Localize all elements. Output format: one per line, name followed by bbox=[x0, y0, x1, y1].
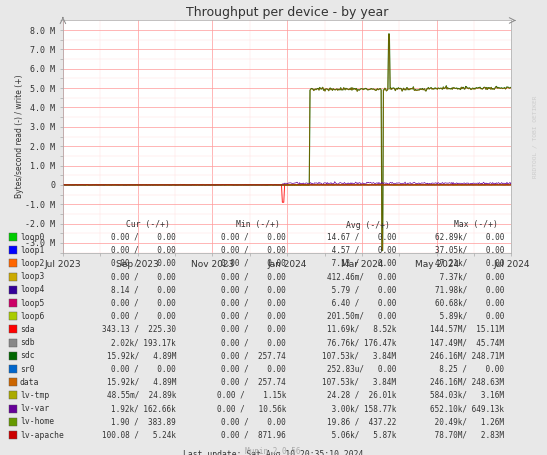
Text: 78.70M/   2.83M: 78.70M/ 2.83M bbox=[430, 430, 504, 440]
Text: 0.00 /    0.00: 0.00 / 0.00 bbox=[221, 259, 286, 268]
Text: 4.57 /    0.00: 4.57 / 0.00 bbox=[327, 246, 396, 255]
Text: 0.00 /    0.00: 0.00 / 0.00 bbox=[111, 364, 176, 374]
Text: 0.00 /    1.15k: 0.00 / 1.15k bbox=[217, 391, 286, 400]
Text: 100.08 /   5.24k: 100.08 / 5.24k bbox=[102, 430, 176, 440]
Text: 60.68k/    0.00: 60.68k/ 0.00 bbox=[435, 298, 504, 308]
Text: 1.92k/ 162.66k: 1.92k/ 162.66k bbox=[111, 404, 176, 413]
Text: 5.79 /    0.00: 5.79 / 0.00 bbox=[327, 285, 396, 294]
Text: 8.25 /    0.00: 8.25 / 0.00 bbox=[430, 364, 504, 374]
Text: 0.00 /    0.00: 0.00 / 0.00 bbox=[221, 325, 286, 334]
Text: 147.49M/  45.74M: 147.49M/ 45.74M bbox=[430, 338, 504, 347]
Text: 0.00 /    0.00: 0.00 / 0.00 bbox=[221, 285, 286, 294]
Text: 0.00 /    0.00: 0.00 / 0.00 bbox=[221, 312, 286, 321]
Text: lv-tmp: lv-tmp bbox=[20, 391, 49, 400]
Text: sda: sda bbox=[20, 325, 34, 334]
Text: 7.37k/    0.00: 7.37k/ 0.00 bbox=[435, 272, 504, 281]
Y-axis label: Bytes/second read (-) / write (+): Bytes/second read (-) / write (+) bbox=[15, 75, 24, 198]
Text: 0.00 /    0.00: 0.00 / 0.00 bbox=[111, 272, 176, 281]
Text: loop4: loop4 bbox=[20, 285, 44, 294]
Text: loop6: loop6 bbox=[20, 312, 44, 321]
Text: lv-home: lv-home bbox=[20, 417, 54, 426]
Title: Throughput per device - by year: Throughput per device - by year bbox=[186, 6, 388, 19]
Text: 3.00k/ 158.77k: 3.00k/ 158.77k bbox=[327, 404, 396, 413]
Text: 343.13 /  225.30: 343.13 / 225.30 bbox=[102, 325, 176, 334]
Text: 0.00 /  257.74: 0.00 / 257.74 bbox=[221, 378, 286, 387]
Text: 0.00 /    0.00: 0.00 / 0.00 bbox=[111, 259, 176, 268]
Text: 19.86 /  437.22: 19.86 / 437.22 bbox=[327, 417, 396, 426]
Text: 20.49k/   1.26M: 20.49k/ 1.26M bbox=[430, 417, 504, 426]
Text: 11.69k/   8.52k: 11.69k/ 8.52k bbox=[327, 325, 396, 334]
Text: 0.00 /    0.00: 0.00 / 0.00 bbox=[111, 298, 176, 308]
Text: 37.05k/    0.00: 37.05k/ 0.00 bbox=[435, 246, 504, 255]
Text: loop0: loop0 bbox=[20, 233, 44, 242]
Text: 47.21k/    0.00: 47.21k/ 0.00 bbox=[435, 259, 504, 268]
Text: 0.00 /  257.74: 0.00 / 257.74 bbox=[221, 351, 286, 360]
Text: 107.53k/   3.84M: 107.53k/ 3.84M bbox=[322, 378, 396, 387]
Text: 0.00 /    0.00: 0.00 / 0.00 bbox=[221, 298, 286, 308]
Text: 246.16M/ 248.63M: 246.16M/ 248.63M bbox=[430, 378, 504, 387]
Text: 0.00 /   10.56k: 0.00 / 10.56k bbox=[217, 404, 286, 413]
Text: 201.50m/   0.00: 201.50m/ 0.00 bbox=[327, 312, 396, 321]
Text: 144.57M/  15.11M: 144.57M/ 15.11M bbox=[430, 325, 504, 334]
Text: 652.10k/ 649.13k: 652.10k/ 649.13k bbox=[430, 404, 504, 413]
Text: Munin 2.0.56: Munin 2.0.56 bbox=[245, 446, 301, 455]
Text: lv-var: lv-var bbox=[20, 404, 49, 413]
Text: 15.92k/   4.89M: 15.92k/ 4.89M bbox=[107, 378, 176, 387]
Text: 0.00 /  871.96: 0.00 / 871.96 bbox=[221, 430, 286, 440]
Text: 0.00 /    0.00: 0.00 / 0.00 bbox=[111, 246, 176, 255]
Text: 6.40 /    0.00: 6.40 / 0.00 bbox=[327, 298, 396, 308]
Text: Min (-/+): Min (-/+) bbox=[236, 221, 280, 229]
Text: loop5: loop5 bbox=[20, 298, 44, 308]
Text: 24.28 /  26.01k: 24.28 / 26.01k bbox=[327, 391, 396, 400]
Text: 7.13 /    0.00: 7.13 / 0.00 bbox=[327, 259, 396, 268]
Text: 5.89k/    0.00: 5.89k/ 0.00 bbox=[435, 312, 504, 321]
Text: 0.00 /    0.00: 0.00 / 0.00 bbox=[221, 272, 286, 281]
Text: Avg (-/+): Avg (-/+) bbox=[346, 221, 390, 229]
Text: 412.46m/   0.00: 412.46m/ 0.00 bbox=[327, 272, 396, 281]
Text: 0.00 /    0.00: 0.00 / 0.00 bbox=[221, 246, 286, 255]
Text: Max (-/+): Max (-/+) bbox=[454, 221, 498, 229]
Text: 0.00 /    0.00: 0.00 / 0.00 bbox=[221, 417, 286, 426]
Text: Cur (-/+): Cur (-/+) bbox=[126, 221, 170, 229]
Text: loop2: loop2 bbox=[20, 259, 44, 268]
Text: 0.00 /    0.00: 0.00 / 0.00 bbox=[221, 338, 286, 347]
Text: loop1: loop1 bbox=[20, 246, 44, 255]
Text: sr0: sr0 bbox=[20, 364, 34, 374]
Text: 584.03k/   3.16M: 584.03k/ 3.16M bbox=[430, 391, 504, 400]
Text: loop3: loop3 bbox=[20, 272, 44, 281]
Text: 0.00 /    0.00: 0.00 / 0.00 bbox=[221, 364, 286, 374]
Text: 71.98k/    0.00: 71.98k/ 0.00 bbox=[435, 285, 504, 294]
Text: 8.14 /    0.00: 8.14 / 0.00 bbox=[111, 285, 176, 294]
Text: 14.67 /    0.00: 14.67 / 0.00 bbox=[327, 233, 396, 242]
Text: 5.06k/   5.87k: 5.06k/ 5.87k bbox=[327, 430, 396, 440]
Text: 2.02k/ 193.17k: 2.02k/ 193.17k bbox=[111, 338, 176, 347]
Text: 62.89k/    0.00: 62.89k/ 0.00 bbox=[435, 233, 504, 242]
Text: 1.90 /  383.89: 1.90 / 383.89 bbox=[111, 417, 176, 426]
Text: 15.92k/   4.89M: 15.92k/ 4.89M bbox=[107, 351, 176, 360]
Text: Last update: Sat Aug 10 20:35:10 2024: Last update: Sat Aug 10 20:35:10 2024 bbox=[183, 450, 363, 455]
Text: 246.16M/ 248.71M: 246.16M/ 248.71M bbox=[430, 351, 504, 360]
Text: 107.53k/   3.84M: 107.53k/ 3.84M bbox=[322, 351, 396, 360]
Text: 76.76k/ 176.47k: 76.76k/ 176.47k bbox=[327, 338, 396, 347]
Text: 0.00 /    0.00: 0.00 / 0.00 bbox=[111, 233, 176, 242]
Text: sdc: sdc bbox=[20, 351, 34, 360]
Text: 0.00 /    0.00: 0.00 / 0.00 bbox=[111, 312, 176, 321]
Text: RRDTOOL / TOBI OETIKER: RRDTOOL / TOBI OETIKER bbox=[532, 95, 538, 178]
Text: 252.83u/   0.00: 252.83u/ 0.00 bbox=[327, 364, 396, 374]
Text: data: data bbox=[20, 378, 39, 387]
Text: lv-apache: lv-apache bbox=[20, 430, 64, 440]
Text: 48.55m/  24.89k: 48.55m/ 24.89k bbox=[107, 391, 176, 400]
Text: 0.00 /    0.00: 0.00 / 0.00 bbox=[221, 233, 286, 242]
Text: sdb: sdb bbox=[20, 338, 34, 347]
